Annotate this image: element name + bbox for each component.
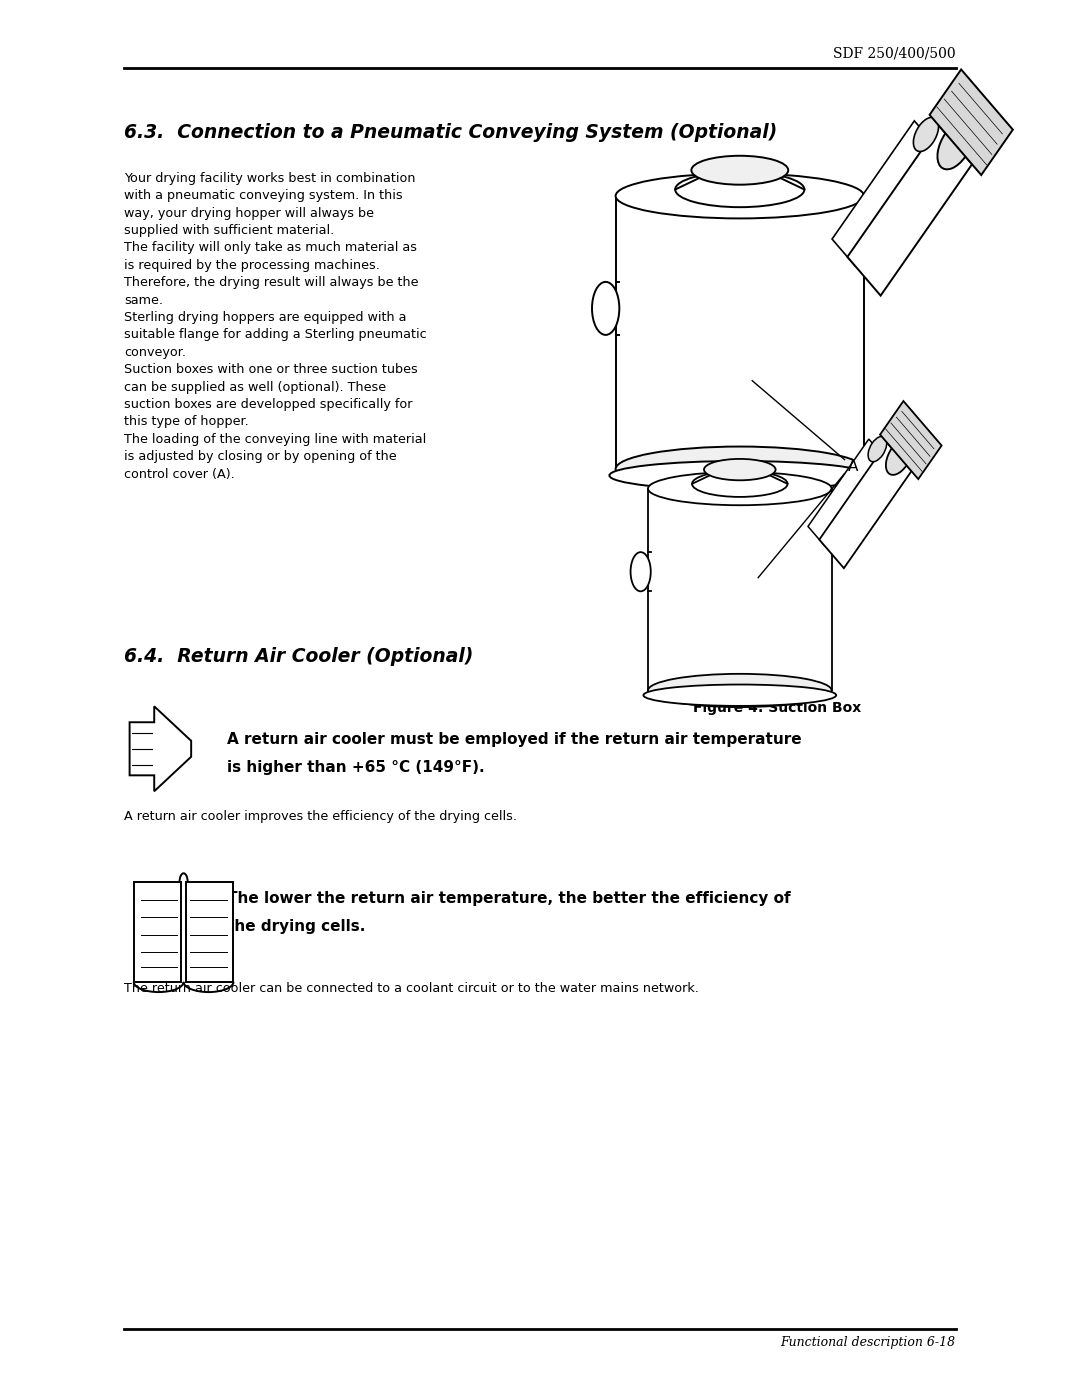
Text: 6.4.  Return Air Cooler (Optional): 6.4. Return Air Cooler (Optional) (124, 647, 473, 666)
Text: A: A (848, 460, 859, 474)
Ellipse shape (692, 471, 787, 497)
Ellipse shape (616, 173, 864, 218)
Polygon shape (648, 489, 832, 690)
Ellipse shape (616, 447, 864, 492)
Text: SDF 250/400/500: SDF 250/400/500 (833, 46, 956, 60)
Ellipse shape (609, 461, 870, 490)
Ellipse shape (937, 120, 973, 169)
Ellipse shape (592, 282, 619, 335)
Text: The lower the return air temperature, the better the efficiency of: The lower the return air temperature, th… (227, 891, 791, 907)
Ellipse shape (644, 685, 836, 705)
Text: the drying cells.: the drying cells. (227, 919, 365, 935)
Polygon shape (880, 401, 942, 479)
Ellipse shape (886, 439, 913, 475)
Text: The return air cooler can be connected to a coolant circuit or to the water main: The return air cooler can be connected t… (124, 982, 699, 995)
Ellipse shape (631, 552, 651, 591)
Polygon shape (930, 70, 1013, 175)
Polygon shape (134, 882, 181, 982)
Text: Figure 4: Suction Box: Figure 4: Suction Box (693, 701, 862, 715)
Ellipse shape (914, 117, 939, 151)
Polygon shape (130, 707, 191, 791)
Ellipse shape (648, 673, 832, 707)
Ellipse shape (704, 460, 775, 481)
Text: A return air cooler must be employed if the return air temperature: A return air cooler must be employed if … (227, 732, 801, 747)
Ellipse shape (675, 172, 805, 207)
Polygon shape (186, 882, 233, 982)
Text: is higher than +65 °C (149°F).: is higher than +65 °C (149°F). (227, 760, 485, 775)
Text: Functional description 6-18: Functional description 6-18 (781, 1336, 956, 1348)
Polygon shape (616, 196, 864, 469)
Ellipse shape (868, 436, 887, 461)
Polygon shape (808, 439, 886, 546)
Text: 6.3.  Connection to a Pneumatic Conveying System (Optional): 6.3. Connection to a Pneumatic Conveying… (124, 123, 778, 142)
Text: Your drying facility works best in combination
with a pneumatic conveying system: Your drying facility works best in combi… (124, 172, 427, 481)
Ellipse shape (648, 472, 832, 506)
Polygon shape (820, 443, 912, 569)
Polygon shape (848, 126, 972, 296)
Ellipse shape (691, 156, 788, 184)
Text: A return air cooler improves the efficiency of the drying cells.: A return air cooler improves the efficie… (124, 810, 517, 823)
Polygon shape (832, 122, 937, 267)
